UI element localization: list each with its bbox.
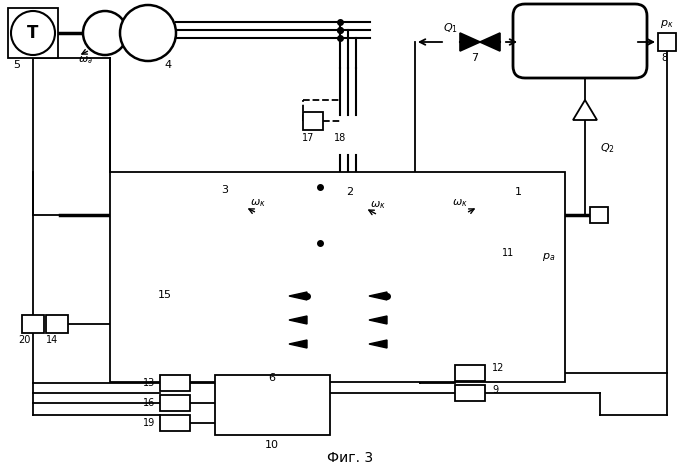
Bar <box>215 375 330 435</box>
Polygon shape <box>460 33 480 51</box>
Bar <box>160 415 190 431</box>
Text: 11: 11 <box>502 248 514 258</box>
Text: 16: 16 <box>143 398 155 408</box>
Text: 15: 15 <box>158 290 172 300</box>
Bar <box>270 278 420 368</box>
Circle shape <box>11 11 55 55</box>
Text: $\omega_\kappa$: $\omega_\kappa$ <box>452 197 468 209</box>
Bar <box>455 365 485 381</box>
Bar <box>303 112 323 130</box>
Polygon shape <box>480 33 500 51</box>
Bar <box>658 33 676 51</box>
Text: $p_\kappa$: $p_\kappa$ <box>660 18 674 30</box>
Polygon shape <box>573 100 597 120</box>
FancyBboxPatch shape <box>513 4 647 78</box>
Circle shape <box>292 187 348 243</box>
Bar <box>8 8 58 58</box>
Text: 1: 1 <box>514 187 521 197</box>
Polygon shape <box>369 316 387 324</box>
Polygon shape <box>289 292 307 300</box>
Polygon shape <box>518 229 542 249</box>
Bar <box>46 315 68 333</box>
Text: $Q_1$: $Q_1$ <box>442 21 457 35</box>
Bar <box>455 385 485 401</box>
Text: 12: 12 <box>492 363 505 373</box>
Bar <box>182 220 191 229</box>
Text: 10: 10 <box>265 440 279 450</box>
Polygon shape <box>289 316 307 324</box>
Text: 9: 9 <box>492 385 498 395</box>
Polygon shape <box>369 340 387 348</box>
Text: 2: 2 <box>347 187 354 197</box>
Text: 18: 18 <box>334 133 346 143</box>
Bar <box>139 185 151 295</box>
Text: 7: 7 <box>471 53 479 63</box>
Text: $\omega_\kappa$: $\omega_\kappa$ <box>250 197 266 209</box>
Text: $\omega_\partial$: $\omega_\partial$ <box>78 54 92 66</box>
Bar <box>22 315 44 333</box>
Bar <box>182 202 191 211</box>
Text: 20: 20 <box>18 335 30 345</box>
Text: Фиг. 3: Фиг. 3 <box>327 451 373 465</box>
Bar <box>160 395 190 411</box>
Polygon shape <box>369 292 387 300</box>
Text: 13: 13 <box>143 378 155 388</box>
Bar <box>160 375 190 391</box>
Text: 4: 4 <box>164 60 171 70</box>
Text: $p_a$: $p_a$ <box>542 251 555 263</box>
Circle shape <box>120 5 176 61</box>
Polygon shape <box>289 340 307 348</box>
Circle shape <box>83 11 127 55</box>
Circle shape <box>163 183 227 247</box>
Text: 17: 17 <box>302 133 315 143</box>
Text: 19: 19 <box>143 418 155 428</box>
Bar <box>590 207 608 223</box>
Bar <box>110 172 565 382</box>
Text: 3: 3 <box>222 185 229 195</box>
Polygon shape <box>514 197 546 229</box>
Text: 5: 5 <box>13 60 20 70</box>
Text: 6: 6 <box>268 373 275 383</box>
Bar <box>125 185 137 295</box>
Text: 8: 8 <box>661 53 667 63</box>
Text: 14: 14 <box>46 335 58 345</box>
Text: T: T <box>27 24 38 42</box>
Text: $\omega_\kappa$: $\omega_\kappa$ <box>370 199 386 211</box>
Text: $Q_2$: $Q_2$ <box>600 141 615 155</box>
